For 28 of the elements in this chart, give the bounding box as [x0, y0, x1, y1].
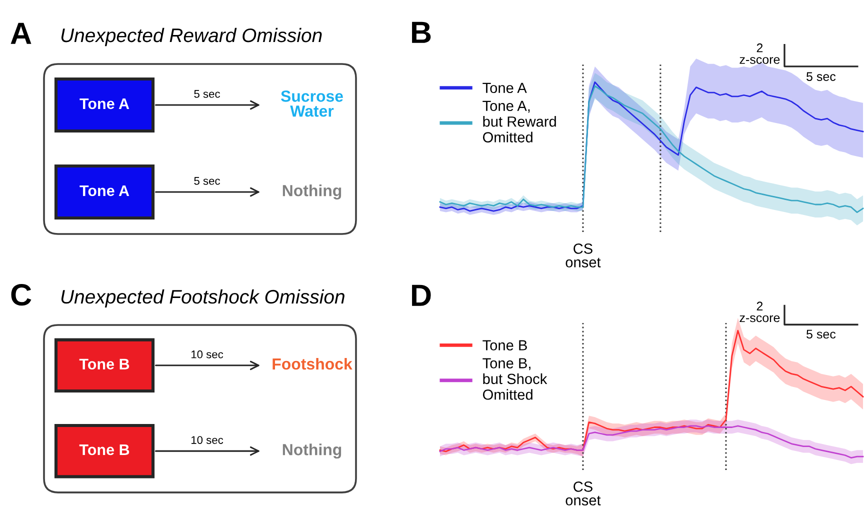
text: A [10, 22, 32, 44]
text: Tone A [80, 185, 130, 196]
text: Tone B [79, 444, 130, 456]
text: Tone B [79, 358, 130, 370]
text: 10 sec [191, 436, 224, 444]
text: CS onset [566, 481, 601, 506]
text: C [11, 284, 32, 306]
text: Unexpected Reward Omission [61, 28, 322, 46]
text: 2 z-score [740, 302, 780, 322]
legend-label: Tone B, but Shock Omitted [482, 358, 548, 400]
text: Sucrose Water [280, 90, 343, 117]
text: Nothing [282, 444, 342, 459]
text: Footshock [272, 358, 352, 370]
text: 5 sec [194, 177, 220, 185]
text: 5 sec [194, 90, 220, 98]
text: 10 sec [191, 350, 224, 358]
text: 5 sec [806, 72, 836, 81]
legend-label: Tone A [482, 82, 527, 94]
text: Nothing [282, 184, 342, 200]
text: CS onset [566, 243, 601, 268]
text: Unexpected Footshock Omission [61, 289, 344, 308]
annotation: 5 sec [806, 330, 836, 339]
text: 2 z-score [740, 43, 780, 64]
chart-title: D [412, 284, 431, 306]
chart-title: B [412, 22, 431, 43]
text: Tone A [80, 98, 130, 110]
legend-label: Tone B [482, 340, 527, 350]
legend-label: Tone A, but Reward Omitted [482, 100, 556, 142]
